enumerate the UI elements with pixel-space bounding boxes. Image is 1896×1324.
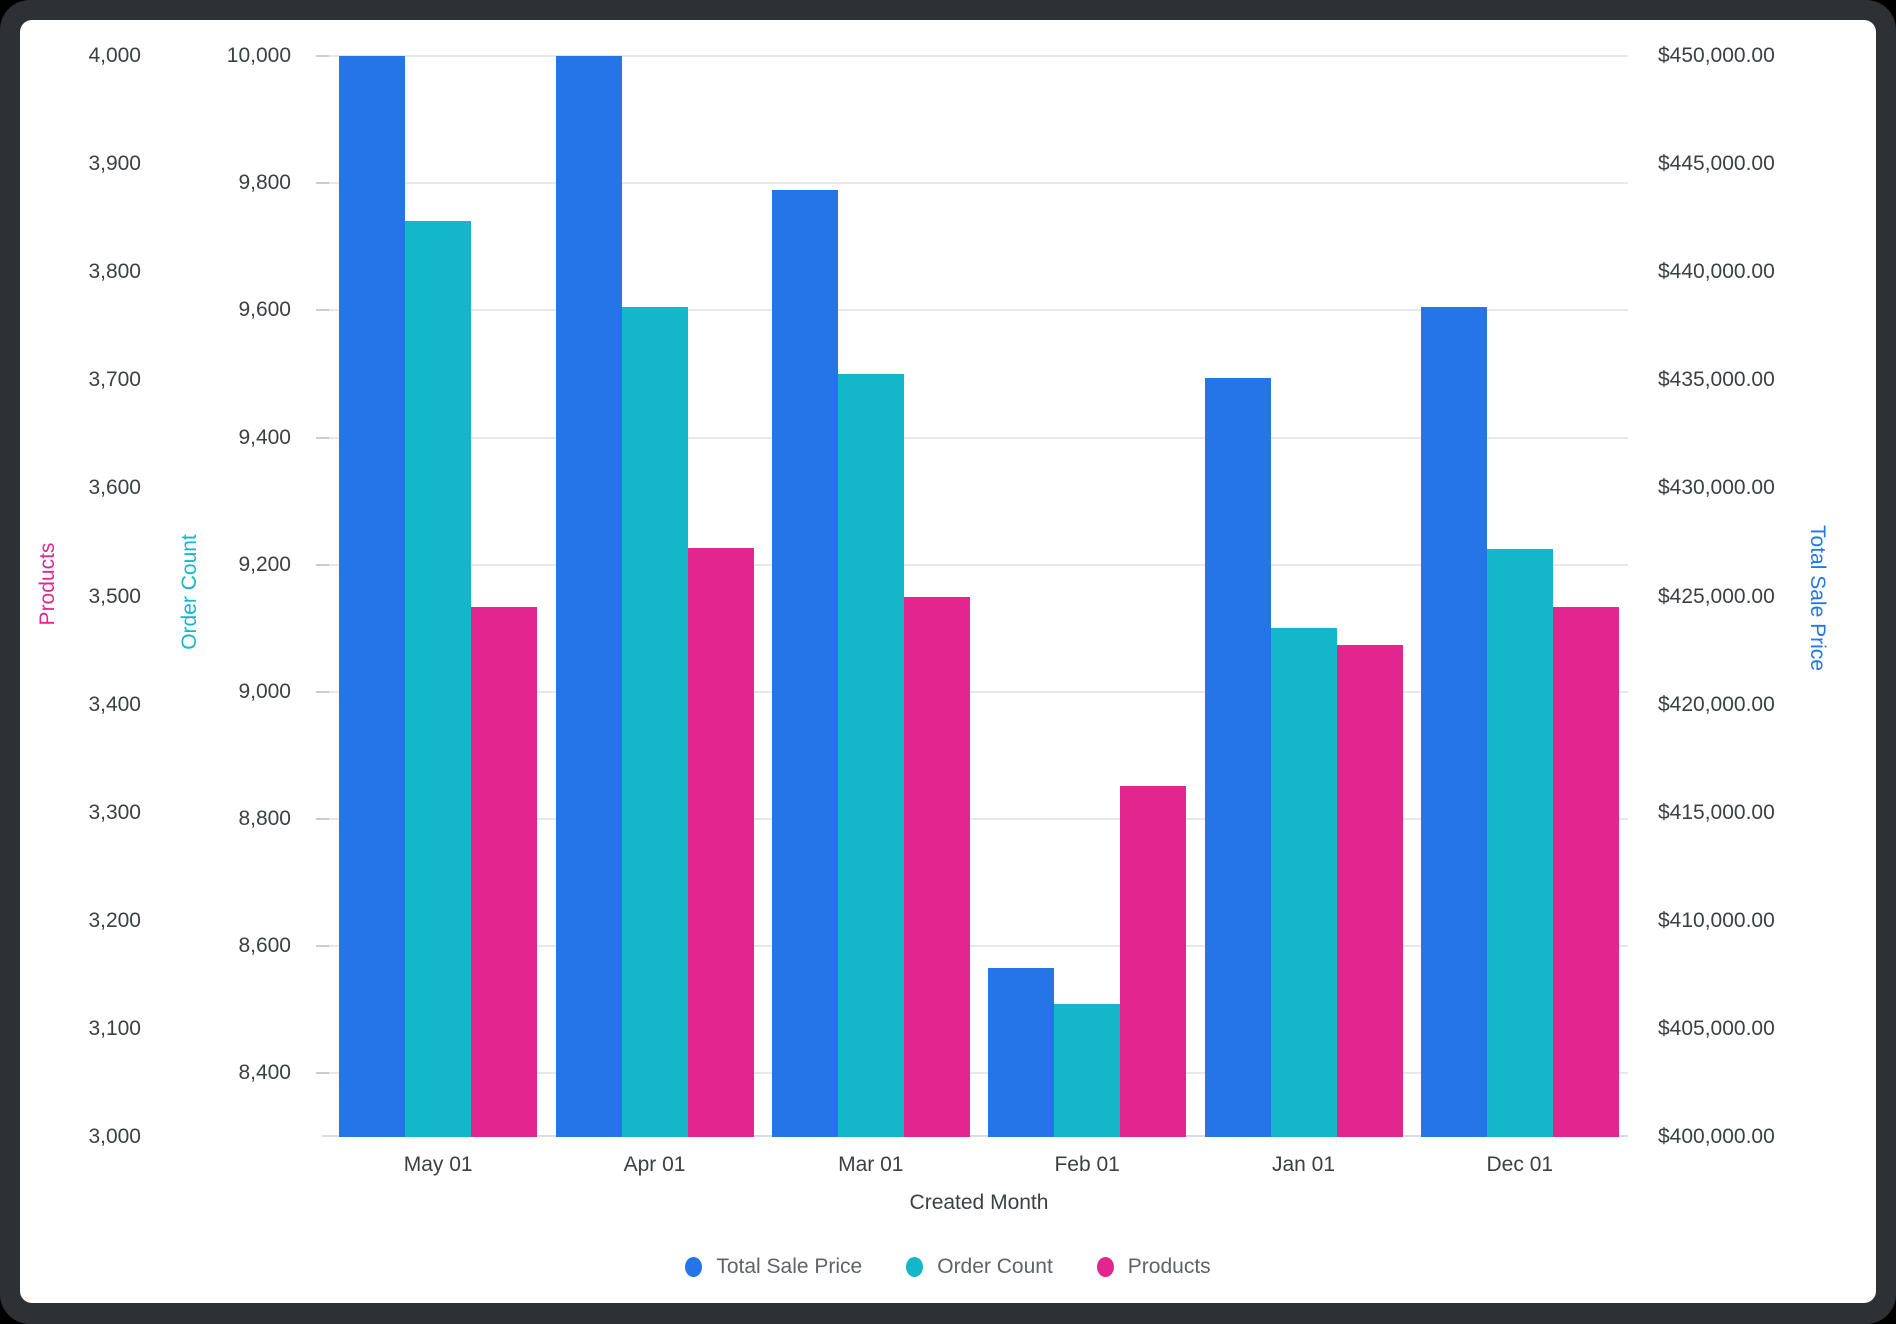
- gridline: [324, 818, 1628, 820]
- axis-tick: [316, 564, 329, 566]
- x-tick-label-apr-01: Apr 01: [623, 1153, 686, 1176]
- bar-order-count-jan-01[interactable]: [1270, 628, 1337, 1137]
- legend-label: Order Count: [937, 1255, 1053, 1278]
- products-tick-label: 3,900: [88, 152, 141, 176]
- products-tick-label: 4,000: [88, 44, 141, 67]
- total-sale-price-tick-label: $445,000.00: [1658, 152, 1775, 176]
- products-tick-label: 3,700: [88, 368, 141, 392]
- axis-tick: [316, 945, 329, 947]
- bar-products-may-01[interactable]: [471, 607, 538, 1137]
- bar-total-sale-price-may-01[interactable]: [339, 56, 406, 1137]
- legend-dot-products-icon: [1096, 1257, 1114, 1277]
- axis-tick: [316, 309, 329, 311]
- x-tick-label-dec-01: Dec 01: [1486, 1153, 1554, 1176]
- bar-total-sale-price-dec-01[interactable]: [1420, 306, 1487, 1137]
- legend-dot-total-sale-price-icon: [685, 1257, 703, 1277]
- gridline: [324, 564, 1628, 566]
- bar-order-count-apr-01[interactable]: [621, 307, 688, 1137]
- bar-total-sale-price-apr-01[interactable]: [555, 56, 622, 1137]
- products-tick-label: 3,300: [88, 800, 141, 824]
- total-sale-price-tick-label: $400,000.00: [1658, 1125, 1775, 1148]
- products-tick-label: 3,500: [88, 584, 141, 608]
- gridline: [324, 55, 1628, 57]
- order-count-tick-label: 9,400: [238, 425, 291, 449]
- bar-order-count-may-01[interactable]: [405, 221, 472, 1137]
- x-axis-line: [322, 1135, 1628, 1137]
- order-count-tick-label: 8,400: [238, 1061, 291, 1085]
- bar-products-feb-01[interactable]: [1120, 785, 1187, 1137]
- order-count-tick-label: 9,600: [238, 298, 291, 322]
- bar-order-count-dec-01[interactable]: [1486, 548, 1553, 1137]
- order-count-tick-label: 8,800: [238, 807, 291, 831]
- gridline: [324, 437, 1628, 439]
- total-sale-price-tick-label: $440,000.00: [1658, 260, 1775, 284]
- total-sale-price-tick-label: $415,000.00: [1658, 800, 1775, 824]
- axis-tick: [316, 1072, 329, 1074]
- axis-tick: [316, 55, 329, 57]
- products-tick-label: 3,000: [88, 1125, 141, 1148]
- total-sale-price-tick-label: $425,000.00: [1658, 584, 1775, 608]
- y-axis-title-products: Products: [36, 542, 59, 626]
- legend-item-products[interactable]: Products: [1096, 1255, 1211, 1279]
- order-count-tick-label: 9,200: [238, 552, 291, 576]
- x-axis-title: Created Month: [909, 1191, 1049, 1214]
- bar-products-mar-01[interactable]: [903, 596, 970, 1137]
- legend-dot-order-count-icon: [906, 1257, 924, 1277]
- order-count-tick-label: 9,000: [238, 679, 291, 703]
- total-sale-price-tick-label: $405,000.00: [1658, 1016, 1775, 1040]
- products-tick-label: 3,400: [88, 692, 141, 716]
- order-count-tick-label: 9,800: [238, 171, 291, 195]
- total-sale-price-tick-label: $430,000.00: [1658, 476, 1775, 500]
- x-tick-label-may-01: May 01: [403, 1153, 473, 1176]
- order-count-tick-label: 10,000: [226, 44, 291, 67]
- bar-order-count-mar-01[interactable]: [837, 373, 904, 1137]
- axis-tick: [316, 691, 329, 693]
- axis-tick: [316, 182, 329, 184]
- gridline: [324, 691, 1628, 693]
- bar-products-apr-01[interactable]: [687, 547, 754, 1137]
- y-axis-title-total-sale-price: Total Sale Price: [1806, 525, 1829, 671]
- products-tick-label: 3,100: [88, 1016, 141, 1040]
- x-tick-label-jan-01: Jan 01: [1271, 1153, 1336, 1176]
- axis-tick: [316, 437, 329, 439]
- y-axis-title-order-count: Order Count: [178, 534, 201, 650]
- total-sale-price-tick-label: $435,000.00: [1658, 368, 1775, 392]
- gridline: [324, 1072, 1628, 1074]
- products-tick-label: 3,200: [88, 908, 141, 932]
- legend-label: Total Sale Price: [716, 1255, 863, 1278]
- bar-order-count-feb-01[interactable]: [1054, 1003, 1121, 1137]
- x-tick-label-mar-01: Mar 01: [838, 1153, 904, 1176]
- total-sale-price-tick-label: $450,000.00: [1658, 44, 1775, 67]
- products-tick-label: 3,600: [88, 476, 141, 500]
- bar-total-sale-price-mar-01[interactable]: [771, 190, 838, 1137]
- gridline: [324, 309, 1628, 311]
- legend: Total Sale Price Order Count Products: [20, 1246, 1876, 1288]
- x-tick-label-feb-01: Feb 01: [1054, 1153, 1120, 1176]
- axis-tick: [316, 818, 329, 820]
- legend-item-order-count[interactable]: Order Count: [906, 1255, 1053, 1279]
- gridline: [324, 182, 1628, 184]
- total-sale-price-tick-label: $420,000.00: [1658, 692, 1775, 716]
- legend-label: Products: [1127, 1255, 1211, 1278]
- bar-total-sale-price-jan-01[interactable]: [1204, 378, 1271, 1137]
- legend-item-total-sale-price[interactable]: Total Sale Price: [685, 1255, 862, 1279]
- bar-products-dec-01[interactable]: [1552, 607, 1619, 1137]
- order-count-tick-label: 8,600: [238, 934, 291, 958]
- gridline: [324, 945, 1628, 947]
- total-sale-price-tick-label: $410,000.00: [1658, 908, 1775, 932]
- products-tick-label: 3,800: [88, 260, 141, 284]
- bar-products-jan-01[interactable]: [1336, 645, 1403, 1137]
- bar-total-sale-price-feb-01[interactable]: [988, 968, 1055, 1137]
